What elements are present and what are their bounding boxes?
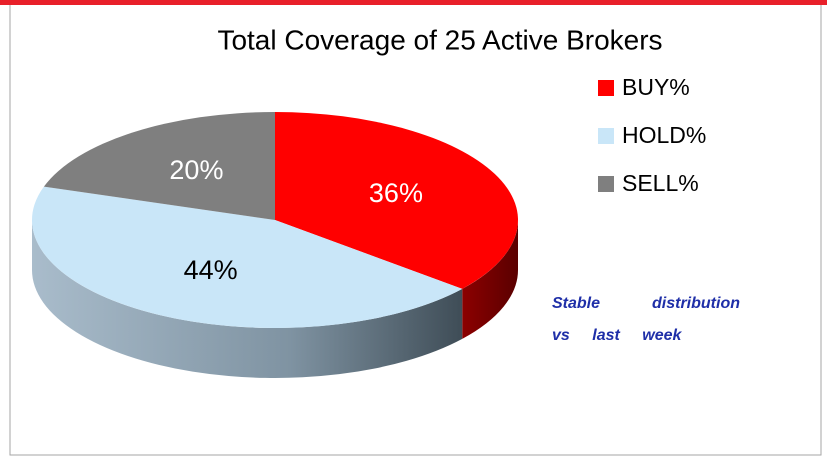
legend-label: BUY% [622,74,690,100]
pie-slice [31,186,463,328]
data-label: 20% [169,155,223,185]
annotation: Stable distribution vs last week [552,295,740,344]
pie-slice [275,112,518,289]
data-label: 36% [369,178,423,208]
pie-slice [43,112,275,220]
pie-side [462,220,518,339]
legend-swatch [598,128,614,144]
legend-label: HOLD% [622,122,706,148]
legend-swatch [598,176,614,192]
pie-side [32,220,463,378]
legend-label: SELL% [622,170,699,196]
chart-title: Total Coverage of 25 Active Brokers [217,24,662,55]
top-bar [0,0,827,5]
legend-swatch [598,80,614,96]
data-label: 44% [184,255,238,285]
